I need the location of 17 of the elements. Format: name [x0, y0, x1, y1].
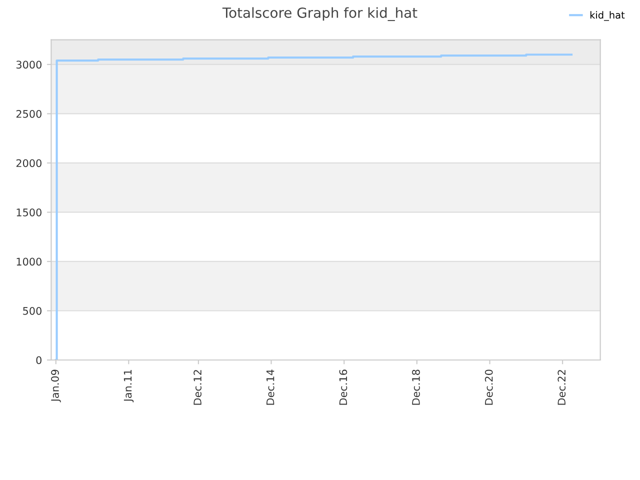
- legend-label: kid_hat: [590, 11, 625, 21]
- x-tick-label: Dec.20: [484, 370, 493, 405]
- y-tick-label: 0: [36, 356, 42, 364]
- y-tick-label: 2000: [16, 159, 42, 168]
- y-tick-label: 2500: [16, 110, 42, 118]
- y-tick-label: 1000: [16, 258, 42, 266]
- chart-title: Totalscore Graph for kid_hat: [222, 7, 418, 22]
- x-tick-label: Dec.22: [558, 370, 566, 405]
- y-tick-label: 500: [23, 306, 42, 315]
- y-tick-label: 1500: [16, 208, 42, 216]
- x-tick-label: Dec.16: [339, 370, 348, 405]
- x-tick-label: Dec.18: [412, 370, 420, 405]
- x-tick-label: Dec.14: [266, 370, 274, 405]
- x-tick-label: Jan.09: [51, 370, 61, 402]
- x-tick-label: Jan.11: [124, 370, 134, 402]
- x-tick-label: Dec.12: [194, 370, 202, 405]
- y-tick-label: 3000: [16, 60, 42, 69]
